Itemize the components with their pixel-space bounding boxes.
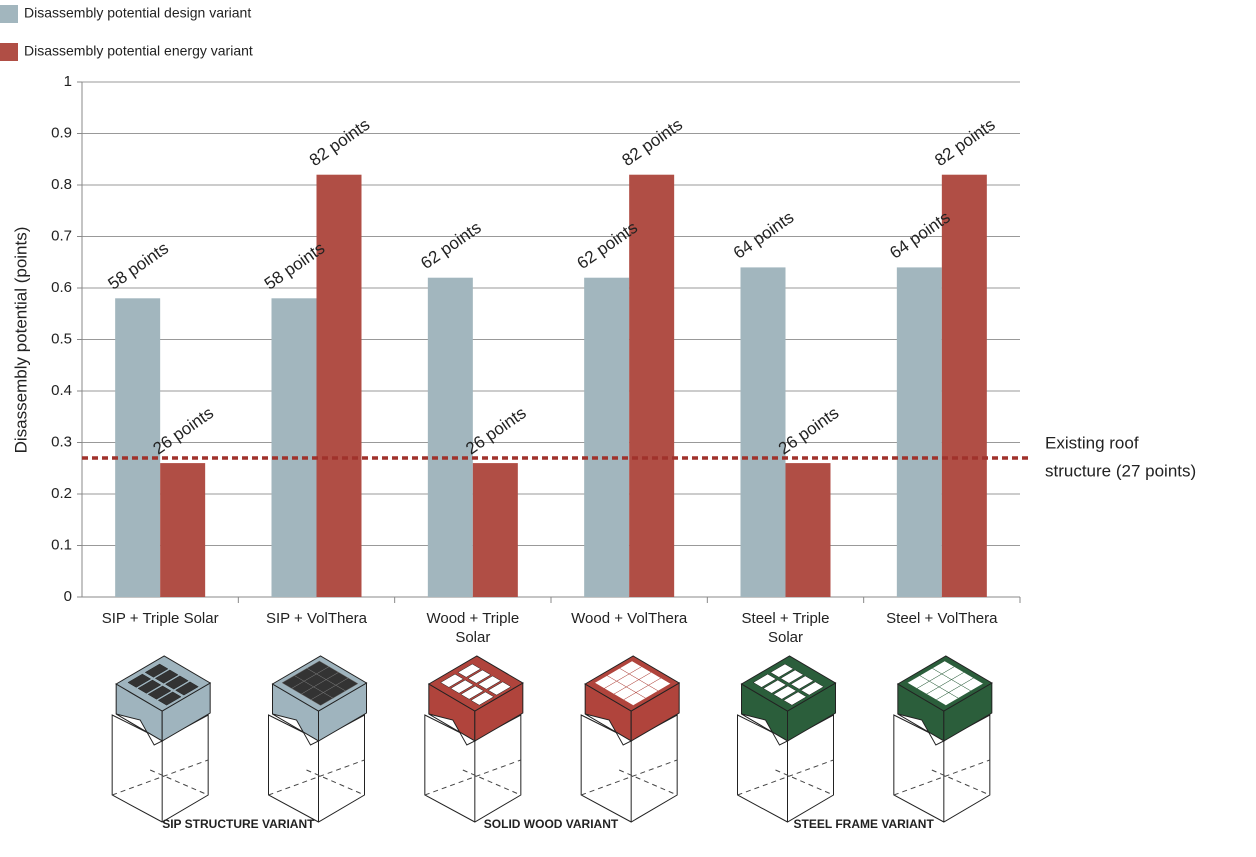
y-tick-label: 0 [64, 588, 72, 605]
bar [896, 267, 942, 597]
house-dash [893, 759, 991, 796]
y-tick-label: 0.9 [51, 124, 72, 141]
house-gable [584, 713, 633, 746]
solar-panel [127, 673, 152, 688]
bar [316, 174, 362, 597]
house-gable [741, 713, 789, 746]
house-dash [462, 769, 522, 796]
panel-label: SIP STRUCTURE VARIANT [162, 817, 315, 831]
value-label: 82 points [931, 115, 998, 170]
legend-label: Disassembly potential energy variant [24, 43, 253, 59]
solar-panel [770, 663, 794, 678]
house-dash [268, 759, 365, 796]
solar-panel [154, 669, 179, 684]
x-tick-label: SIP + Triple Solar [102, 610, 219, 627]
y-tick-label: 0.3 [51, 433, 72, 450]
x-tick-label: Solar [455, 629, 490, 646]
solar-panel [477, 675, 502, 690]
reference-label: Existing roof [1045, 433, 1139, 452]
x-tick-label: Steel + Triple [742, 610, 830, 627]
solar-panel [470, 691, 495, 706]
bar [629, 174, 675, 597]
y-axis-label: Disassembly potential (points) [11, 227, 30, 454]
solar-panel [137, 679, 162, 694]
y-tick-label: 0.5 [51, 330, 72, 347]
legend-swatch [0, 43, 18, 61]
house-gable [272, 713, 320, 746]
house-gable [897, 713, 945, 746]
y-tick-label: 0.1 [51, 536, 72, 553]
solar-panel [790, 675, 814, 690]
value-label: 82 points [619, 115, 686, 170]
x-tick-label: Wood + VolThera [571, 610, 688, 627]
house-dash [580, 759, 678, 796]
bar [472, 463, 518, 597]
solar-panel [144, 663, 169, 678]
house-gable [428, 713, 476, 746]
house-dash [306, 769, 365, 796]
x-tick-label: Solar [768, 629, 803, 646]
bar [115, 298, 161, 597]
x-tick-label: Wood + Triple [426, 610, 519, 627]
icons [111, 655, 993, 823]
bar [427, 277, 473, 597]
house-dash [775, 769, 834, 796]
house-dash [111, 759, 209, 796]
roof-top [740, 655, 837, 712]
solar-panel [164, 675, 189, 690]
bar [740, 267, 786, 597]
solar-panel [460, 685, 485, 700]
bar [584, 277, 630, 597]
solar-panel [440, 673, 464, 688]
solar-panel [783, 691, 807, 706]
house-dash [424, 759, 522, 796]
solar-panel [773, 685, 797, 700]
house-dash [149, 769, 209, 796]
solar-panel [467, 669, 492, 684]
bar [160, 463, 206, 597]
y-tick-label: 0.4 [51, 382, 72, 399]
y-tick-label: 0.8 [51, 176, 72, 193]
bar [785, 463, 831, 597]
y-tick-label: 1 [64, 73, 72, 90]
solar-cell [648, 677, 672, 692]
y-tick-label: 0.2 [51, 485, 72, 502]
legend-label: Disassembly potential design variant [24, 5, 251, 21]
solar-panel [487, 681, 512, 696]
solar-panel [800, 681, 825, 696]
solar-panel [450, 679, 474, 694]
y-tick-label: 0.7 [51, 227, 72, 244]
roof-top [115, 655, 212, 712]
solar-panel [157, 691, 182, 706]
x-tick-label: SIP + VolThera [266, 610, 368, 627]
value-label: 58 points [105, 238, 172, 293]
y-tick-label: 0.6 [51, 279, 72, 296]
reference-label: structure (27 points) [1045, 461, 1196, 480]
bar [271, 298, 317, 597]
solar-panel [175, 681, 199, 696]
solar-panel [780, 669, 804, 684]
value-label: 62 points [417, 218, 484, 273]
solar-panel [147, 685, 172, 700]
legend-swatch [0, 5, 18, 23]
value-label: 64 points [730, 208, 797, 263]
roof-top [427, 655, 524, 712]
solar-panel [762, 679, 787, 694]
panel-label: SOLID WOOD VARIANT [484, 817, 619, 831]
house-dash [618, 769, 678, 796]
solar-cell [960, 677, 984, 692]
panel-label: STEEL FRAME VARIANT [794, 817, 935, 831]
house-dash [931, 769, 991, 796]
house-gable [115, 713, 164, 746]
solar-cell [335, 677, 359, 692]
value-label: 82 points [306, 115, 373, 170]
bar [941, 174, 987, 597]
solar-panel [752, 673, 777, 688]
house-dash [737, 759, 834, 796]
x-tick-label: Steel + VolThera [886, 610, 998, 627]
solar-panel [457, 663, 482, 678]
